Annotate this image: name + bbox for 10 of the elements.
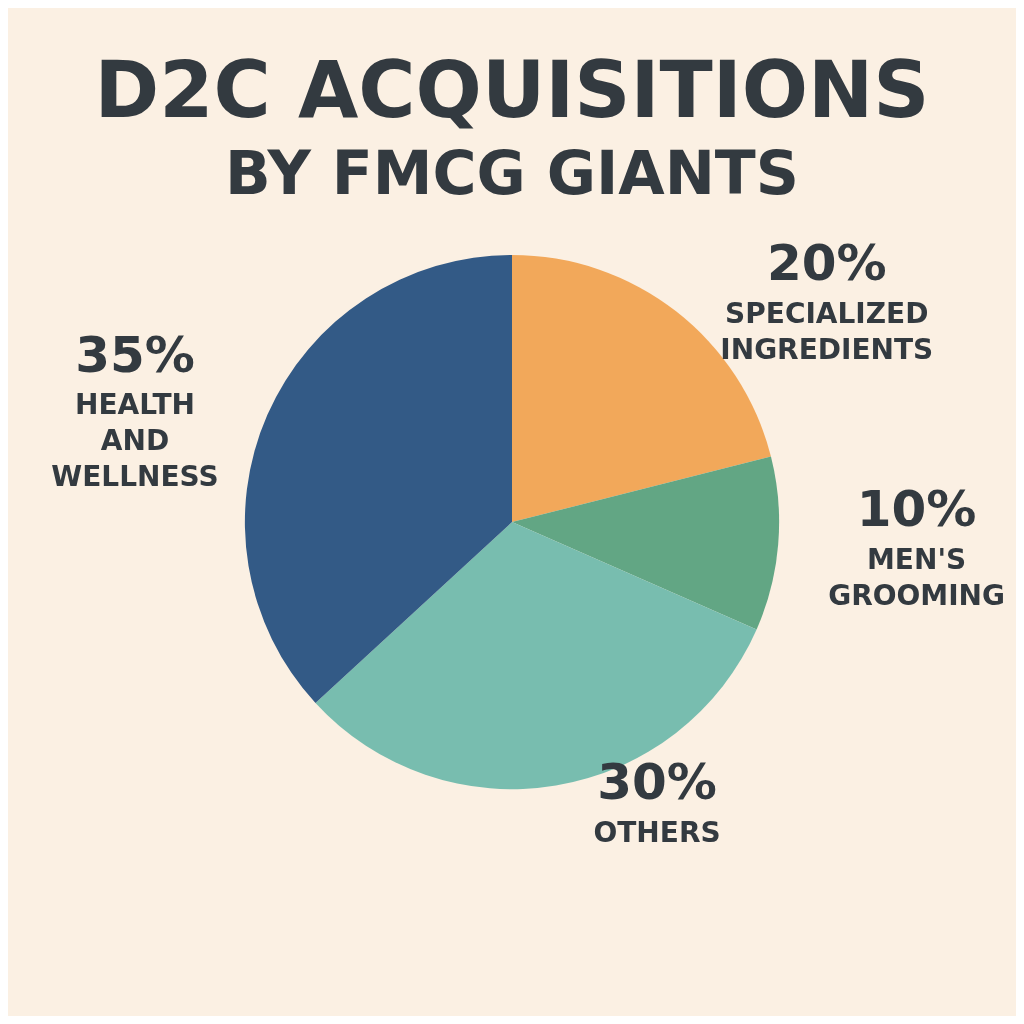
data-label: 35% [75,325,195,384]
chart-title: D2C ACQUISITIONS [94,45,930,135]
chart-subtitle: BY FMCG GIANTS [224,138,800,208]
slice-label: MEN'S GROOMING [828,542,1006,612]
data-label: 20% [766,234,887,293]
data-label: 30% [597,753,717,812]
slice-label: OTHERS [593,815,721,849]
slice-label: HEALTH AND WELLNESS [51,388,219,494]
data-label: 10% [856,480,977,539]
slice-label: SPECIALIZED INGREDIENTS [720,296,934,366]
